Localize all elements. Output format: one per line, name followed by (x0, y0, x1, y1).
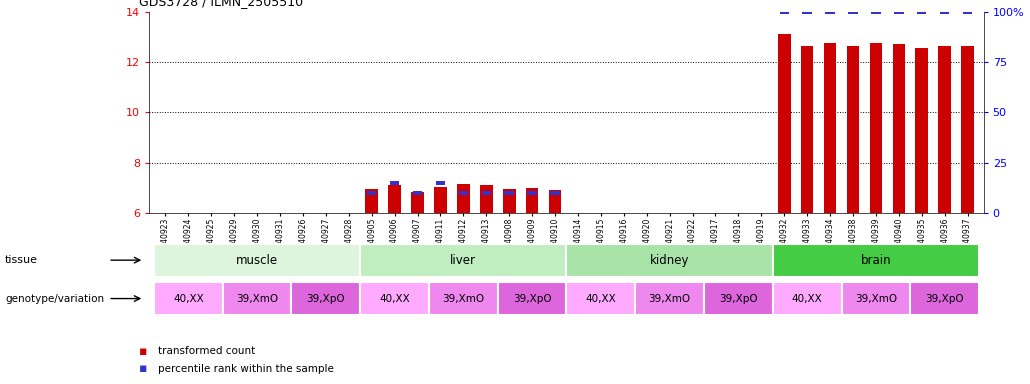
Text: liver: liver (450, 254, 476, 266)
Bar (847, 46, 859, 213)
Bar (505, 191, 514, 195)
Text: percentile rank within the sample: percentile rank within the sample (158, 364, 334, 374)
Text: 39,XmO: 39,XmO (236, 293, 278, 304)
Bar (549, 190, 561, 213)
FancyBboxPatch shape (636, 282, 705, 315)
FancyBboxPatch shape (428, 282, 497, 315)
Text: 40,XX: 40,XX (173, 293, 204, 304)
Bar (367, 191, 376, 195)
FancyBboxPatch shape (772, 282, 842, 315)
Text: 39,XmO: 39,XmO (855, 293, 897, 304)
Bar (457, 184, 470, 213)
Text: 39,XpO: 39,XpO (307, 293, 345, 304)
Bar (458, 191, 468, 195)
FancyBboxPatch shape (911, 282, 980, 315)
Text: tissue: tissue (5, 255, 38, 265)
Bar (849, 9, 858, 14)
Text: 39,XmO: 39,XmO (649, 293, 691, 304)
Bar (411, 192, 423, 213)
Bar (871, 9, 881, 14)
Text: 39,XmO: 39,XmO (442, 293, 484, 304)
Bar (550, 191, 559, 195)
Bar (526, 188, 539, 213)
Text: GDS3728 / ILMN_2505510: GDS3728 / ILMN_2505510 (139, 0, 303, 8)
Bar (434, 187, 447, 213)
FancyBboxPatch shape (566, 244, 772, 276)
FancyBboxPatch shape (842, 282, 911, 315)
Text: 39,XpO: 39,XpO (719, 293, 758, 304)
Bar (961, 46, 974, 213)
Bar (527, 191, 537, 195)
Bar (366, 189, 378, 213)
Bar (824, 43, 836, 213)
Bar (778, 34, 791, 213)
Text: 40,XX: 40,XX (585, 293, 616, 304)
Bar (938, 46, 951, 213)
Bar (482, 191, 491, 195)
Text: transformed count: transformed count (158, 346, 254, 356)
Text: 40,XX: 40,XX (792, 293, 823, 304)
FancyBboxPatch shape (360, 244, 566, 276)
FancyBboxPatch shape (772, 244, 980, 276)
Bar (480, 185, 492, 213)
Text: 39,XpO: 39,XpO (925, 293, 964, 304)
Bar (893, 44, 905, 213)
Bar (390, 180, 400, 185)
Bar (940, 9, 950, 14)
Text: genotype/variation: genotype/variation (5, 293, 104, 304)
Bar (388, 185, 401, 213)
Text: brain: brain (861, 254, 891, 266)
FancyBboxPatch shape (566, 282, 636, 315)
Bar (963, 9, 972, 14)
Bar (780, 9, 789, 14)
FancyBboxPatch shape (497, 282, 567, 315)
FancyBboxPatch shape (291, 282, 360, 315)
Text: ▪: ▪ (139, 362, 147, 375)
Bar (436, 180, 445, 185)
FancyBboxPatch shape (705, 282, 772, 315)
FancyBboxPatch shape (153, 244, 360, 276)
Bar (802, 9, 812, 14)
Bar (503, 189, 515, 213)
Bar (917, 9, 927, 14)
FancyBboxPatch shape (153, 282, 222, 315)
Bar (825, 9, 834, 14)
FancyBboxPatch shape (222, 282, 291, 315)
Text: 40,XX: 40,XX (379, 293, 410, 304)
FancyBboxPatch shape (360, 282, 428, 315)
Bar (916, 48, 928, 213)
Bar (801, 46, 814, 213)
Bar (413, 191, 422, 195)
Text: 39,XpO: 39,XpO (513, 293, 551, 304)
Text: ▪: ▪ (139, 345, 147, 358)
Bar (894, 9, 903, 14)
Bar (869, 43, 883, 213)
Text: kidney: kidney (650, 254, 689, 266)
Text: muscle: muscle (236, 254, 278, 266)
